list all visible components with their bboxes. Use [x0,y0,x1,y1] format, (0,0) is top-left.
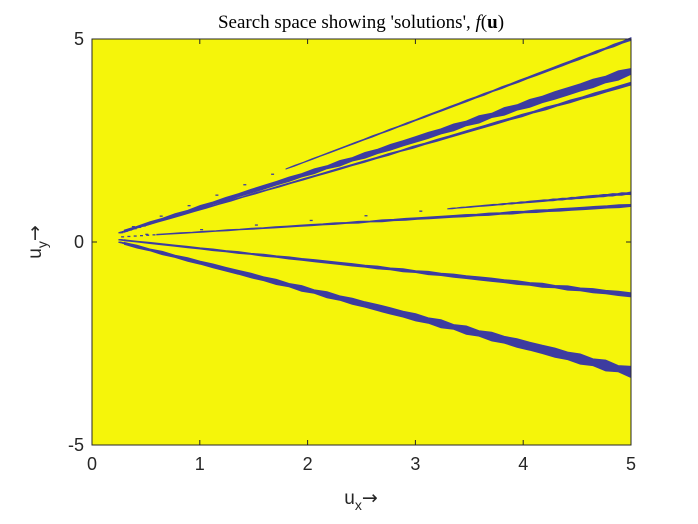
x-tick-label: 5 [626,454,636,474]
y-axis-label: uy→ [24,225,50,259]
x-axis-label-arrow: → [362,487,378,509]
y-axis-label-arrow: → [24,225,46,241]
solution-fragment [124,230,128,232]
solution-fragment [271,173,275,175]
solution-fragment [145,233,149,235]
x-axis-label-sub: x [355,497,362,513]
solution-fragment [138,226,142,228]
x-tick-label: 2 [303,454,313,474]
solution-fragment [131,226,135,228]
solution-fragment [364,215,368,217]
chart-title-open: ( [481,12,487,33]
x-tick-label: 1 [195,454,205,474]
solution-fragment [122,239,126,241]
solution-fragment [159,215,163,217]
solution-fragment [200,229,204,231]
y-tick-label: 5 [74,29,84,49]
x-axis-label-base: u [344,488,355,509]
solution-fragment [121,236,125,238]
solution-fragment [140,235,143,237]
solution-fragment [215,194,219,196]
solution-fragment [146,234,150,236]
chart-title-prefix: Search space showing 'solutions', [218,12,476,33]
solution-fragment [254,224,258,226]
chart-title: Search space showing 'solutions', f(u) [218,12,504,33]
x-tick-label: 3 [410,454,420,474]
solution-fragment [122,230,126,232]
y-axis-label-base: u [25,248,46,259]
solution-fragment [133,235,137,237]
solution-fragment [127,235,131,238]
solution-fragment [309,219,313,222]
solution-fragment [122,242,126,244]
axis-ticks: 0 1 2 3 4 5-505 [68,29,636,474]
x-tick-label: 0 [87,454,97,474]
chart-title-var: u [487,12,498,33]
solution-curves [118,36,632,379]
chart-title-func: f [476,12,484,33]
solution-fragment [129,229,133,231]
heatmap-area [92,39,631,445]
solution-fragment [187,205,191,207]
solution-fragment [419,210,423,212]
solution-fragment [133,228,137,230]
chart-title-close: ) [498,12,504,33]
solution-fragment [243,184,247,186]
y-tick-label: -5 [68,435,84,455]
y-tick-label: 0 [74,232,84,252]
solution-fragment [142,225,146,227]
x-tick-label: 4 [518,454,528,474]
y-axis-label-sub: y [34,241,50,248]
solution-fragment [120,232,124,234]
x-axis-label: ux→ [344,487,378,513]
solution-fragment [152,234,156,236]
